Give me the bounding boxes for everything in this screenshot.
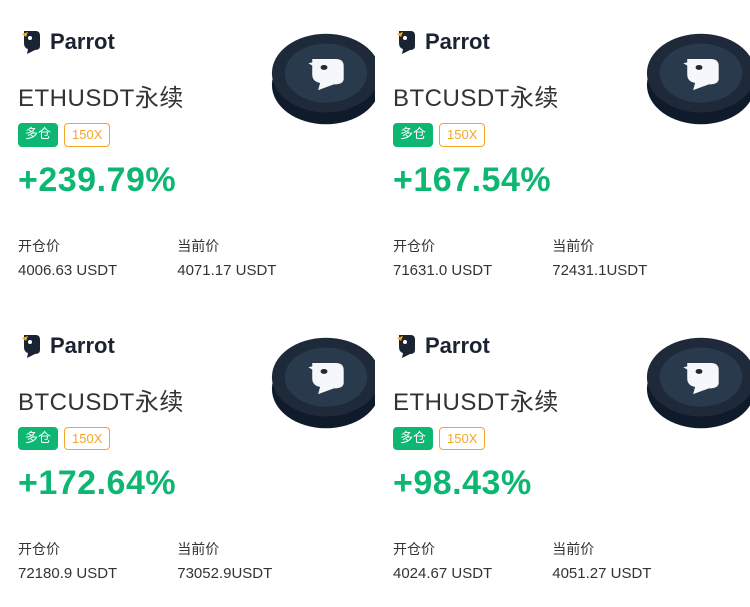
open-price-col: 开仓价 72180.9 USDT (18, 539, 117, 582)
open-price-label: 开仓价 (393, 236, 492, 256)
open-price-value: 4006.63 USDT (18, 262, 117, 279)
open-price-label: 开仓价 (18, 236, 117, 256)
open-price-value: 71631.0 USDT (393, 262, 492, 279)
prices-row: 开仓价 72180.9 USDT 当前价 73052.9USDT (18, 539, 357, 582)
current-price-value: 4071.17 USDT (177, 262, 276, 279)
brand-name: Parrot (425, 29, 490, 55)
profit-percent: +167.54% (393, 161, 732, 200)
leverage-badge: 150X (64, 123, 110, 147)
open-price-label: 开仓价 (18, 539, 117, 559)
position-type-badge: 多仓 (18, 123, 58, 147)
current-price-label: 当前价 (177, 539, 272, 559)
prices-row: 开仓价 71631.0 USDT 当前价 72431.1USDT (393, 236, 732, 279)
leverage-badge: 150X (64, 427, 110, 451)
coin-icon (642, 324, 750, 442)
prices-row: 开仓价 4006.63 USDT 当前价 4071.17 USDT (18, 236, 357, 279)
position-card: Parrot BTCUSDT永续 多仓 150X +167.54% 开仓价 71… (375, 0, 750, 304)
brand-name: Parrot (425, 333, 490, 359)
current-price-col: 当前价 73052.9USDT (177, 539, 272, 582)
profit-percent: +98.43% (393, 464, 732, 503)
coin-icon (267, 324, 375, 442)
current-price-value: 4051.27 USDT (552, 565, 651, 582)
current-price-col: 当前价 4071.17 USDT (177, 236, 276, 279)
leverage-badge: 150X (439, 427, 485, 451)
open-price-value: 4024.67 USDT (393, 565, 492, 582)
coin-icon (642, 20, 750, 138)
open-price-col: 开仓价 4006.63 USDT (18, 236, 117, 279)
current-price-label: 当前价 (552, 539, 651, 559)
leverage-badge: 150X (439, 123, 485, 147)
brand-name: Parrot (50, 333, 115, 359)
open-price-col: 开仓价 4024.67 USDT (393, 539, 492, 582)
cards-grid: Parrot ETHUSDT永续 多仓 150X +239.79% 开仓价 40… (0, 0, 750, 607)
current-price-label: 当前价 (177, 236, 276, 256)
current-price-col: 当前价 72431.1USDT (552, 236, 647, 279)
position-card: Parrot ETHUSDT永续 多仓 150X +239.79% 开仓价 40… (0, 0, 375, 304)
parrot-icon (393, 332, 421, 360)
open-price-value: 72180.9 USDT (18, 565, 117, 582)
current-price-value: 73052.9USDT (177, 565, 272, 582)
profit-percent: +172.64% (18, 464, 357, 503)
current-price-col: 当前价 4051.27 USDT (552, 539, 651, 582)
current-price-label: 当前价 (552, 236, 647, 256)
parrot-icon (393, 28, 421, 56)
parrot-icon (18, 332, 46, 360)
profit-percent: +239.79% (18, 161, 357, 200)
position-type-badge: 多仓 (393, 123, 433, 147)
position-type-badge: 多仓 (18, 427, 58, 451)
brand-name: Parrot (50, 29, 115, 55)
position-card: Parrot BTCUSDT永续 多仓 150X +172.64% 开仓价 72… (0, 304, 375, 607)
prices-row: 开仓价 4024.67 USDT 当前价 4051.27 USDT (393, 539, 732, 582)
open-price-col: 开仓价 71631.0 USDT (393, 236, 492, 279)
coin-icon (267, 20, 375, 138)
position-type-badge: 多仓 (393, 427, 433, 451)
open-price-label: 开仓价 (393, 539, 492, 559)
parrot-icon (18, 28, 46, 56)
position-card: Parrot ETHUSDT永续 多仓 150X +98.43% 开仓价 402… (375, 304, 750, 607)
current-price-value: 72431.1USDT (552, 262, 647, 279)
